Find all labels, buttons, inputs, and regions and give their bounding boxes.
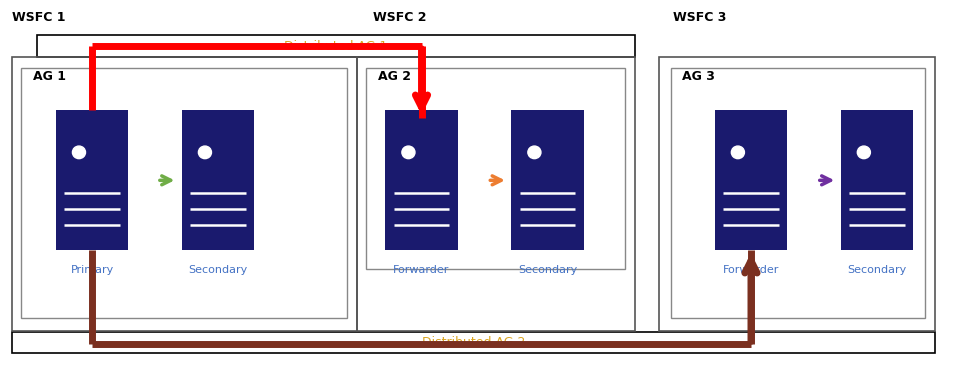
Text: Secondary: Secondary bbox=[517, 265, 578, 275]
Text: Primary: Primary bbox=[71, 265, 113, 275]
Bar bbox=[366, 68, 625, 269]
Bar bbox=[714, 110, 787, 250]
Text: Forwarder: Forwarder bbox=[393, 265, 450, 275]
Text: WSFC 3: WSFC 3 bbox=[673, 11, 727, 24]
Bar bbox=[21, 68, 347, 318]
Ellipse shape bbox=[73, 146, 85, 159]
Bar bbox=[357, 57, 635, 331]
Ellipse shape bbox=[732, 146, 744, 159]
Bar bbox=[385, 110, 457, 250]
Bar bbox=[659, 57, 935, 331]
Text: AG 1: AG 1 bbox=[33, 70, 66, 83]
Text: WSFC 1: WSFC 1 bbox=[12, 11, 65, 24]
Ellipse shape bbox=[199, 146, 211, 159]
Text: Secondary: Secondary bbox=[188, 265, 248, 275]
Bar bbox=[181, 110, 254, 250]
Bar bbox=[12, 332, 935, 353]
Bar bbox=[55, 110, 128, 250]
Ellipse shape bbox=[402, 146, 415, 159]
Text: Distributed AG 2: Distributed AG 2 bbox=[422, 336, 525, 349]
Ellipse shape bbox=[858, 146, 870, 159]
Text: AG 3: AG 3 bbox=[682, 70, 715, 83]
Bar bbox=[12, 57, 357, 331]
Text: AG 2: AG 2 bbox=[378, 70, 411, 83]
Bar bbox=[671, 68, 925, 318]
Bar bbox=[512, 110, 583, 250]
Text: WSFC 2: WSFC 2 bbox=[373, 11, 426, 24]
Bar bbox=[37, 35, 635, 57]
Text: Distributed AG 1: Distributed AG 1 bbox=[284, 39, 388, 53]
Bar bbox=[841, 110, 913, 250]
Ellipse shape bbox=[528, 146, 541, 159]
Text: Forwarder: Forwarder bbox=[723, 265, 779, 275]
Text: Secondary: Secondary bbox=[847, 265, 907, 275]
